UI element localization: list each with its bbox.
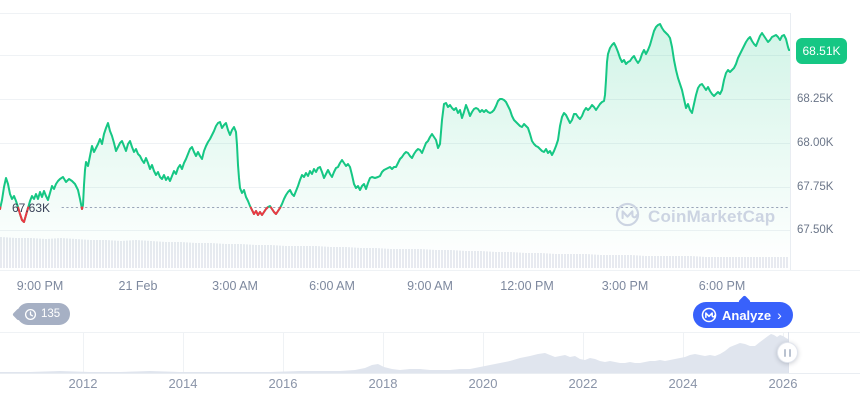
- pause-handle-icon: [784, 348, 787, 357]
- chevron-right-icon: ›: [777, 307, 782, 323]
- time-tick-label: 3:00 AM: [212, 279, 258, 293]
- time-tick-label: 3:00 PM: [601, 279, 649, 293]
- price-line-below-open: [80, 206, 84, 210]
- open-price-label: 67.63K: [12, 201, 51, 215]
- price-tick-label: 68.25K: [797, 93, 834, 105]
- price-line-below-open: [270, 206, 282, 215]
- analyze-button[interactable]: Analyze ›: [693, 302, 793, 328]
- price-tick-label: 68.00K: [797, 137, 834, 149]
- price-area-fill: [0, 24, 790, 270]
- time-tick-label: 21 Feb: [118, 279, 158, 293]
- history-count-badge[interactable]: 135: [17, 303, 71, 325]
- price-tick-label: 67.75K: [797, 181, 834, 193]
- year-tick-label: 2024: [668, 376, 698, 391]
- year-tick-label: 2026: [768, 376, 798, 391]
- price-line: [0, 23, 791, 223]
- time-tick-label: 9:00 AM: [407, 279, 453, 293]
- coinmarketcap-logo-icon: [701, 307, 717, 323]
- year-tick-label: 2012: [68, 376, 98, 391]
- analyze-button-label: Analyze: [722, 307, 772, 323]
- price-line-below-open: [17, 206, 30, 223]
- time-tick-label: 12:00 PM: [500, 279, 554, 293]
- year-tick-label: 2020: [468, 376, 498, 391]
- year-tick-label: 2022: [568, 376, 598, 391]
- year-tick-label: 2018: [368, 376, 398, 391]
- current-price-badge: 68.51K: [796, 38, 847, 64]
- timeline-scrubber-handle[interactable]: [777, 342, 798, 363]
- history-count-value: 135: [41, 308, 61, 320]
- watermark: CoinMarketCap: [615, 202, 775, 232]
- price-line-below-open: [249, 206, 269, 216]
- history-clock-icon: [24, 308, 37, 321]
- year-tick-label: 2014: [168, 376, 198, 391]
- time-tick-label: 9:00 PM: [16, 279, 64, 293]
- year-tick-label: 2016: [268, 376, 298, 391]
- timeline-area[interactable]: [0, 334, 788, 373]
- time-tick-label: 6:00 PM: [698, 279, 746, 293]
- time-tick-label: 6:00 AM: [309, 279, 355, 293]
- price-tick-label: 67.50K: [797, 224, 834, 236]
- coinmarketcap-logo-icon: [615, 202, 640, 232]
- watermark-text: CoinMarketCap: [648, 207, 776, 226]
